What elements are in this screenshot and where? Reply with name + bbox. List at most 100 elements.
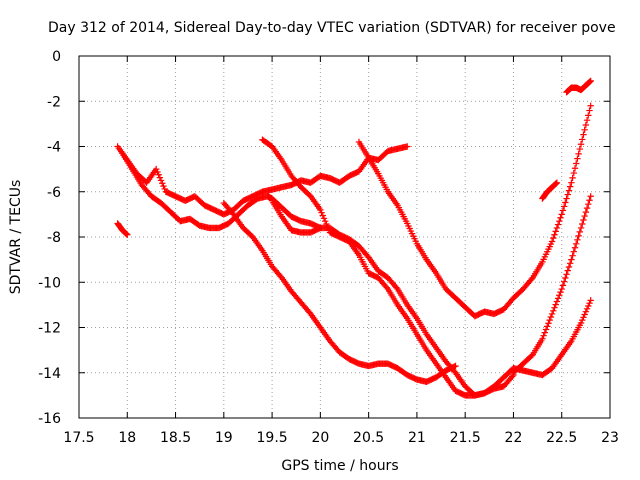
y-axis-ticks: 0 -2 -4 -6 -8 -10 -12 -14 -16 xyxy=(38,49,610,427)
data-point xyxy=(528,275,535,283)
data-point xyxy=(155,171,162,178)
data-point xyxy=(563,195,570,202)
data-point xyxy=(539,335,546,343)
data-point xyxy=(541,329,549,336)
data-point xyxy=(565,263,573,271)
data-point xyxy=(553,224,561,232)
data-point xyxy=(551,304,558,311)
data-point xyxy=(570,248,577,255)
data-point xyxy=(552,301,559,308)
data-point xyxy=(585,200,592,208)
data-point xyxy=(542,326,550,333)
data-point xyxy=(564,191,571,198)
data-point xyxy=(560,203,568,210)
data-point xyxy=(581,126,588,134)
x-tick-label: 18 xyxy=(118,430,136,446)
data-point xyxy=(159,180,166,187)
y-axis-label: SDTVAR / TECUs xyxy=(8,180,24,295)
data-point xyxy=(569,252,576,259)
data-point xyxy=(317,224,324,232)
data-point xyxy=(545,320,552,327)
data-point xyxy=(585,302,592,310)
y-tick-label: -12 xyxy=(38,321,61,337)
data-point xyxy=(574,236,581,244)
series-track-h xyxy=(539,179,561,202)
data-point xyxy=(552,228,559,235)
x-tick-label: 17.5 xyxy=(63,430,94,446)
data-point xyxy=(540,332,547,339)
data-point xyxy=(556,217,563,225)
data-point xyxy=(554,221,562,228)
data-point xyxy=(580,216,587,224)
data-point xyxy=(579,136,586,143)
data-point xyxy=(153,165,160,173)
data-point xyxy=(576,228,584,236)
data-point xyxy=(583,116,591,124)
x-tick-label: 19.5 xyxy=(257,430,288,446)
series-track-f xyxy=(355,102,594,320)
plot-frame xyxy=(78,55,611,419)
x-tick-label: 20.5 xyxy=(353,430,384,446)
data-point xyxy=(566,260,574,267)
data-point xyxy=(319,212,326,219)
x-tick-label: 22 xyxy=(505,430,523,446)
data-point xyxy=(569,174,576,182)
series-track-d xyxy=(259,136,594,399)
data-point xyxy=(554,295,562,302)
data-point xyxy=(544,323,551,330)
series-track-j xyxy=(114,220,131,238)
data-point xyxy=(587,102,594,109)
data-point xyxy=(582,308,590,315)
data-point xyxy=(558,211,565,218)
grid-lines xyxy=(79,56,610,418)
data-point xyxy=(583,305,591,313)
data-point xyxy=(154,168,161,176)
data-point xyxy=(156,174,164,181)
data-point xyxy=(577,224,585,232)
chart-title: Day 312 of 2014, Sidereal Day-to-day VTE… xyxy=(48,20,616,36)
data-point xyxy=(323,220,330,228)
series-track-i xyxy=(563,77,594,96)
data-point xyxy=(576,145,584,153)
data-point xyxy=(318,209,325,216)
data-point xyxy=(582,121,590,129)
x-tick-label: 21 xyxy=(408,430,426,446)
data-point xyxy=(404,143,411,150)
data-point xyxy=(574,155,581,162)
data-point xyxy=(509,373,516,380)
data-point xyxy=(564,267,571,274)
data-point xyxy=(546,316,553,324)
x-tick-label: 19 xyxy=(215,430,233,446)
y-tick-label: -10 xyxy=(38,275,61,291)
data-point xyxy=(586,107,593,114)
data-point xyxy=(551,231,558,238)
y-tick-label: 0 xyxy=(52,49,61,65)
data-point xyxy=(580,314,587,321)
data-point xyxy=(558,285,565,293)
data-point xyxy=(565,187,573,194)
data-point xyxy=(562,199,569,206)
data-point xyxy=(452,362,459,370)
data-point xyxy=(161,185,168,193)
data-point xyxy=(320,215,328,222)
data-point xyxy=(553,298,561,305)
data-point xyxy=(580,131,587,138)
y-tick-label: -8 xyxy=(47,230,61,246)
data-point xyxy=(557,214,564,221)
data-point xyxy=(321,217,329,225)
data-point xyxy=(573,240,580,247)
data-point xyxy=(383,284,390,291)
data-point xyxy=(579,316,586,324)
y-tick-label: -14 xyxy=(38,366,61,382)
data-point xyxy=(160,182,167,190)
data-point xyxy=(571,165,579,172)
data-point xyxy=(393,284,400,291)
data-point xyxy=(324,223,331,231)
data-point xyxy=(124,231,131,238)
data-point xyxy=(587,193,594,200)
data-point xyxy=(582,208,590,216)
x-tick-label: 20 xyxy=(311,430,329,446)
data-point xyxy=(586,197,593,204)
data-point xyxy=(579,220,586,228)
